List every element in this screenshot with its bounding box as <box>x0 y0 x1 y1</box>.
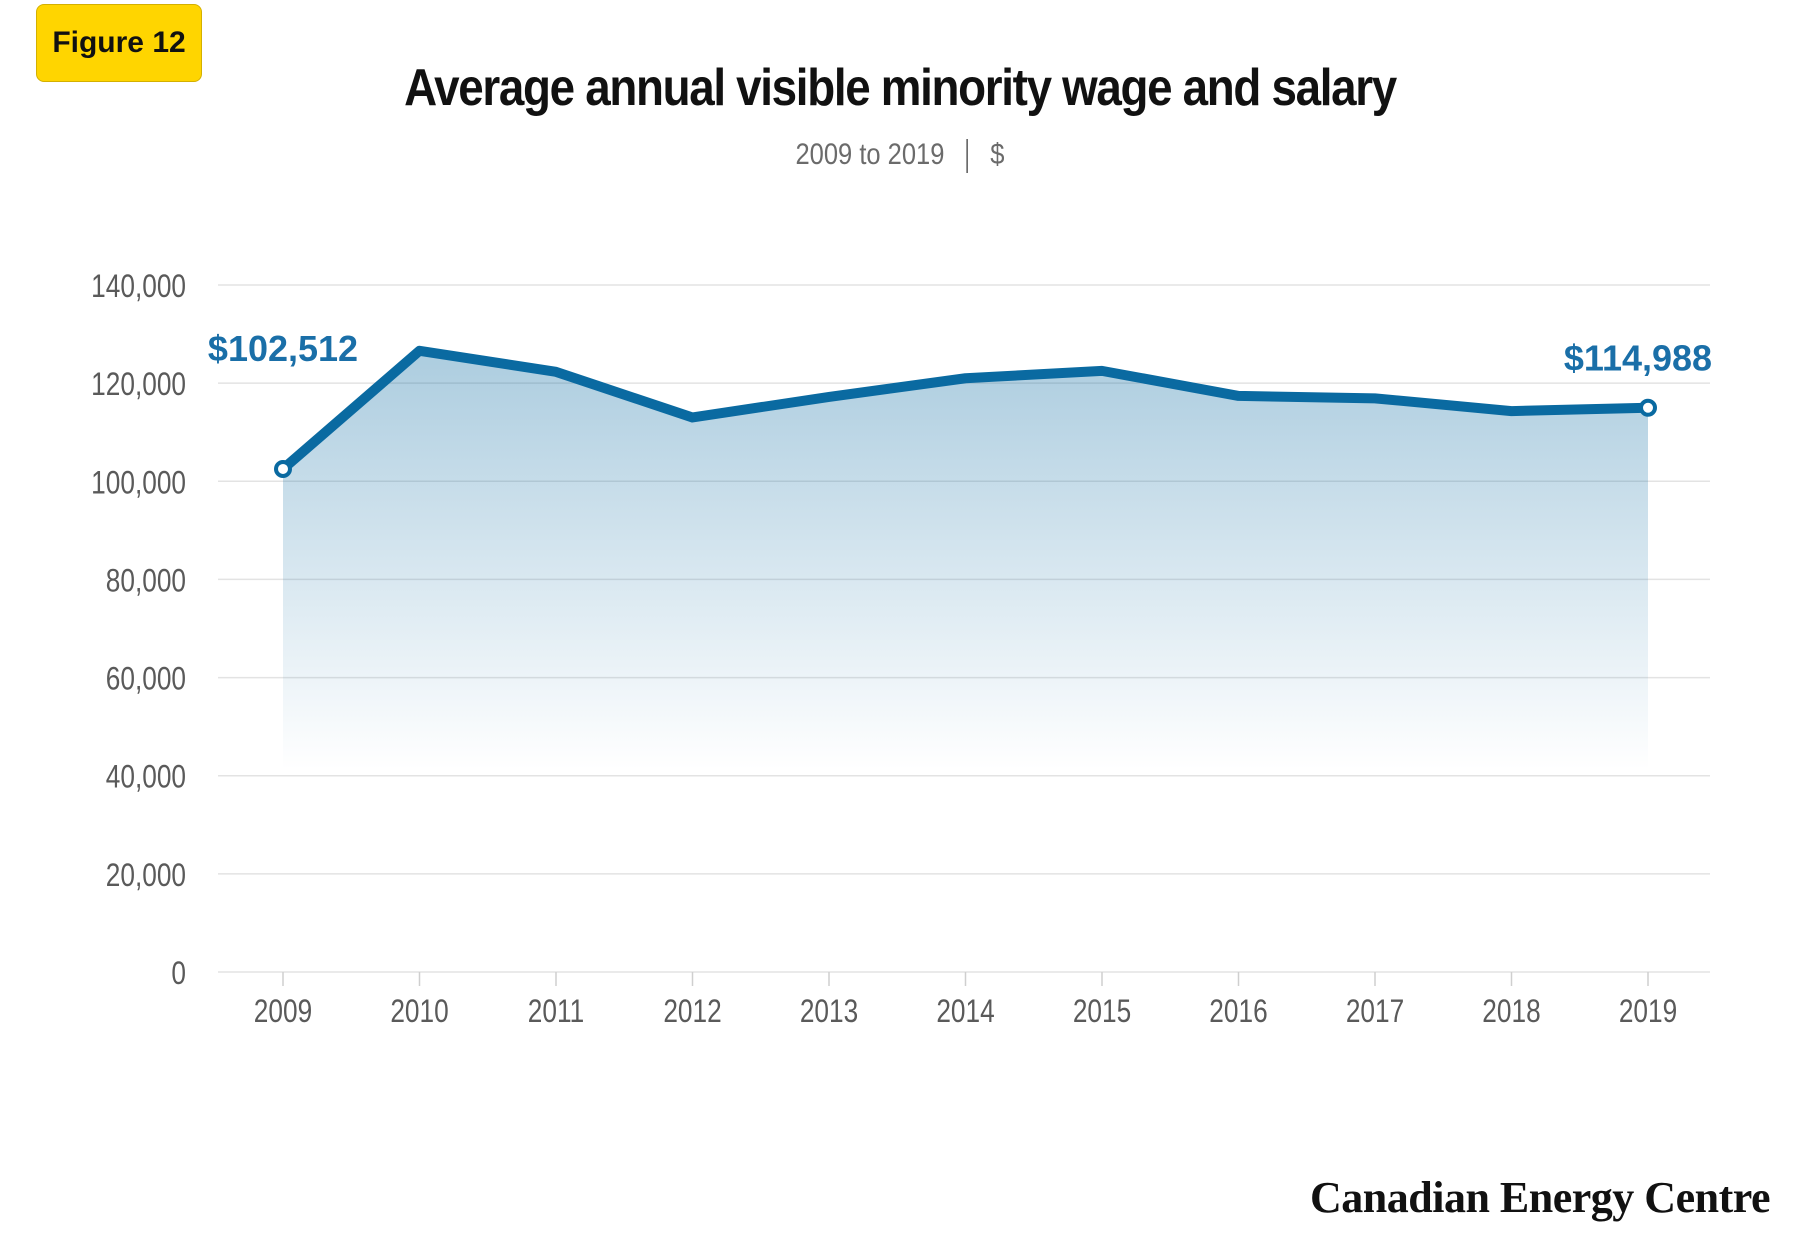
x-tick-label: 2010 <box>390 995 448 1030</box>
x-tick-label: 2017 <box>1346 995 1404 1030</box>
y-tick-label: 120,000 <box>91 368 186 403</box>
series-line-layer <box>278 345 1653 474</box>
x-tick-label: 2019 <box>1619 995 1677 1030</box>
brand-logo-text: Canadian Energy Centre <box>1310 1173 1770 1222</box>
y-tick-label: 140,000 <box>91 270 186 305</box>
x-tick-label: 2011 <box>528 995 584 1030</box>
data-label: $102,512 <box>208 328 358 369</box>
figure-badge: Figure 12 <box>36 4 202 82</box>
end-point-marker <box>1639 398 1657 417</box>
subtitle-separator <box>966 139 969 174</box>
y-tick-label: 0 <box>171 957 186 992</box>
y-tick-label: 60,000 <box>106 662 186 697</box>
end-point-marker <box>274 459 292 478</box>
data-label: $114,988 <box>1564 338 1712 379</box>
subtitle-unit: $ <box>990 138 1005 171</box>
series-line <box>278 345 1653 474</box>
subtitle-range: 2009 to 2019 <box>795 138 945 171</box>
x-tick-label: 2016 <box>1209 995 1267 1030</box>
area-fill <box>283 350 1648 770</box>
y-tick-label: 20,000 <box>106 859 186 894</box>
x-tick-label: 2018 <box>1482 995 1540 1030</box>
axis-labels: 0 20,000 40,000 60,000 80,000 100,000 120,000 1… <box>91 270 1677 1030</box>
chart-title: Average annual visible minority wage and… <box>404 59 1397 117</box>
x-tick-label: 2012 <box>663 995 721 1030</box>
area-fill-layer <box>283 350 1648 770</box>
y-tick-label: 100,000 <box>91 466 186 501</box>
y-tick-label: 80,000 <box>106 564 186 599</box>
y-tick-label: 40,000 <box>106 760 186 795</box>
chart-subtitle: 2009 to 2019 $ <box>135 138 1665 174</box>
x-tick-label: 2014 <box>936 995 994 1030</box>
x-tick-label: 2015 <box>1073 995 1131 1030</box>
x-tick-label: 2009 <box>254 995 312 1030</box>
x-tick-label: 2013 <box>800 995 858 1030</box>
annotations: $102,512 $114,988 <box>208 328 1712 478</box>
